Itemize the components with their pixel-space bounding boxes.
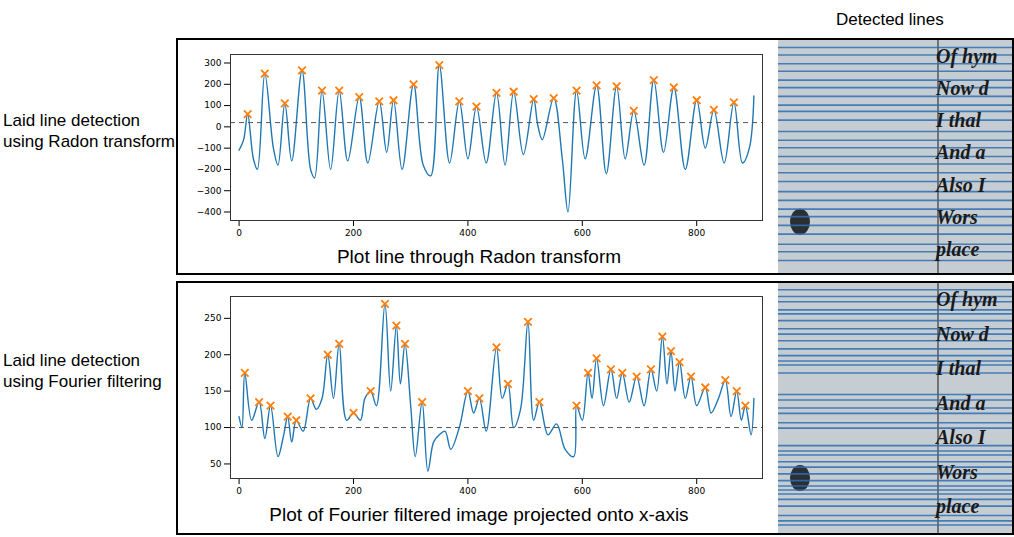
svg-text:0: 0	[216, 122, 222, 132]
svg-text:800: 800	[688, 228, 705, 238]
html-text:Of hym: Of hym	[936, 288, 998, 310]
svg-text:250: 250	[204, 313, 221, 323]
svg-text:600: 600	[574, 486, 591, 496]
svg-text:400: 400	[459, 228, 476, 238]
html-text:Plot of Fourier filtered image: Plot of Fourier filtered image projected…	[269, 504, 689, 525]
html-text:Wors: Wors	[936, 205, 978, 228]
html-text:Detected lines: Detected lines	[836, 10, 944, 29]
svg-text:−300: −300	[197, 186, 222, 196]
html-text:And a: And a	[936, 141, 986, 164]
html-text:Also I: Also I	[936, 173, 986, 196]
svg-text:200: 200	[345, 228, 362, 238]
html-text:place: place	[936, 237, 980, 260]
html-text:Of hym: Of hym	[936, 45, 998, 67]
html-text:Plot line through Radon transf: Plot line through Radon transform	[336, 246, 621, 267]
svg-text:−200: −200	[197, 164, 222, 174]
html-text:Now d: Now d	[936, 322, 989, 345]
html-text:Laid line detection using Rado: Laid line detection using Radon transfor…	[3, 111, 175, 151]
html-text:Wors: Wors	[936, 460, 978, 483]
svg-text:200: 200	[345, 486, 362, 496]
html-text:Also I: Also I	[936, 426, 986, 449]
svg-text:800: 800	[688, 486, 705, 496]
svg-text:600: 600	[574, 228, 591, 238]
html-text:And a: And a	[936, 391, 986, 414]
svg-text:150: 150	[204, 386, 221, 396]
html-text:Laid line detection using Four: Laid line detection using Fourier filter…	[3, 351, 162, 391]
svg-text:300: 300	[204, 58, 221, 68]
svg-text:−400: −400	[197, 207, 222, 217]
svg-text:200: 200	[204, 350, 221, 360]
svg-text:50: 50	[210, 459, 222, 469]
svg-text:0: 0	[236, 228, 242, 238]
svg-text:0: 0	[236, 486, 242, 496]
html-text:Now d: Now d	[936, 77, 989, 100]
svg-text:400: 400	[459, 486, 476, 496]
html-text:place: place	[936, 495, 980, 518]
svg-text:200: 200	[204, 79, 221, 89]
svg-text:−100: −100	[197, 143, 222, 153]
html-text:I thal: I thal	[936, 357, 981, 380]
html-text:I thal: I thal	[936, 109, 981, 132]
svg-text:100: 100	[204, 100, 221, 110]
svg-text:100: 100	[204, 422, 221, 432]
